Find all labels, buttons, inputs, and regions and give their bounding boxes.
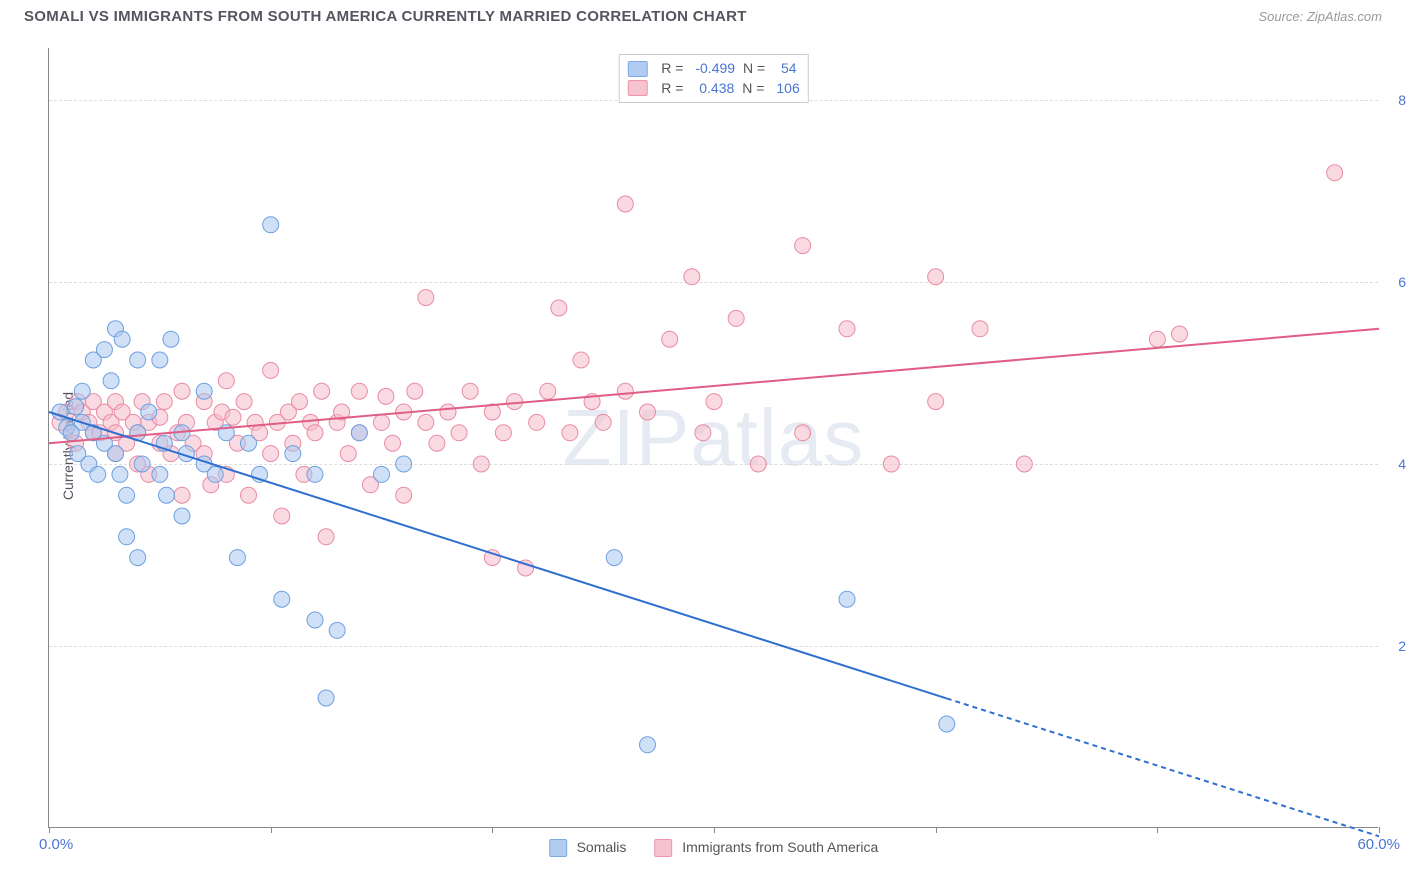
swatch-somalis — [627, 61, 647, 77]
r-label: R = — [661, 59, 683, 79]
y-tick-label: 62.5% — [1384, 274, 1406, 290]
n-value-south-america: 106 — [772, 79, 799, 99]
swatch-somalis — [549, 839, 567, 857]
x-axis-max-label: 60.0% — [1357, 836, 1400, 853]
n-label: N = — [743, 59, 765, 79]
chart-header: SOMALI VS IMMIGRANTS FROM SOUTH AMERICA … — [0, 0, 1406, 31]
legend-row-south-america: R = 0.438 N = 106 — [627, 79, 799, 99]
legend-row-somalis: R = -0.499 N = 54 — [627, 59, 799, 79]
chart-title: SOMALI VS IMMIGRANTS FROM SOUTH AMERICA … — [24, 8, 747, 25]
r-label: R = — [661, 79, 683, 99]
chart-source: Source: ZipAtlas.com — [1258, 9, 1382, 24]
correlation-legend: R = -0.499 N = 54 R = 0.438 N = 106 — [618, 54, 808, 103]
series-legend: Somalis Immigrants from South America — [549, 839, 879, 857]
r-value-somalis: -0.499 — [691, 59, 735, 79]
y-tick-label: 27.5% — [1384, 638, 1406, 654]
legend-item-south-america: Immigrants from South America — [654, 839, 878, 857]
swatch-south-america — [627, 80, 647, 96]
legend-label-somalis: Somalis — [577, 839, 627, 855]
source-name: ZipAtlas.com — [1307, 9, 1382, 24]
x-axis-min-label: 0.0% — [39, 836, 73, 853]
r-value-south-america: 0.438 — [691, 79, 734, 99]
chart-plot-area: ZIPatlas 27.5%45.0%62.5%80.0% R = -0.499… — [48, 48, 1378, 828]
source-prefix: Source: — [1258, 9, 1306, 24]
legend-label-south-america: Immigrants from South America — [682, 839, 878, 855]
scatter-plot — [49, 48, 1378, 827]
legend-item-somalis: Somalis — [549, 839, 627, 857]
n-value-somalis: 54 — [773, 59, 796, 79]
swatch-south-america — [654, 839, 672, 857]
y-tick-label: 45.0% — [1384, 456, 1406, 472]
y-tick-label: 80.0% — [1384, 92, 1406, 108]
n-label: N = — [742, 79, 764, 99]
